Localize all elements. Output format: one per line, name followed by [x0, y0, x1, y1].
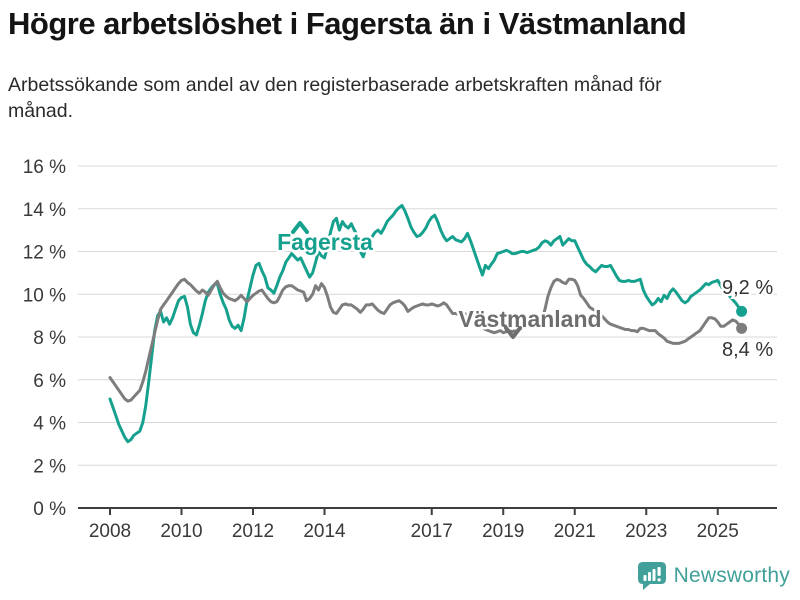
newsworthy-logo: Newsworthy — [636, 560, 790, 592]
x-tick-label: 2010 — [160, 521, 202, 542]
end-value-label-fagersta: 9,2 % — [722, 277, 773, 299]
caret-up-icon — [291, 221, 309, 234]
series-line-v-stmanland — [108, 277, 744, 403]
x-tick-label: 2012 — [232, 521, 274, 542]
gridlines — [78, 165, 777, 509]
y-tick-label: 2 % — [33, 456, 66, 477]
end-value-label-v-stmanland: 8,4 % — [722, 339, 773, 361]
x-tick-label: 2017 — [411, 521, 453, 542]
y-axis-labels: 0 % 2 % 4 % 6 % 8 % 10 % 12 % 14 % 16 % — [23, 157, 66, 520]
y-tick-label: 8 % — [33, 328, 66, 349]
y-tick-label: 14 % — [23, 200, 66, 221]
series-end-dot-v-stmanland — [736, 322, 748, 334]
y-tick-label: 4 % — [33, 414, 66, 435]
series-v-stmanland: Västmanland 8,4 % — [108, 277, 776, 403]
page-title: Högre arbetslöshet i Fagersta än i Västm… — [8, 6, 687, 41]
caret-down-icon — [504, 326, 522, 339]
x-tick-label: 2008 — [89, 521, 131, 542]
y-tick-label: 0 % — [33, 499, 66, 520]
series-end-dot-fagersta — [736, 305, 748, 317]
chart-subtitle: Arbetssökande som andel av den registerb… — [8, 74, 662, 122]
x-tick-label: 2023 — [625, 521, 667, 542]
y-tick-label: 10 % — [23, 285, 66, 306]
newsworthy-logo-icon — [637, 562, 666, 590]
y-tick-label: 12 % — [23, 243, 66, 264]
x-axis: 2008 2010 2012 2014 2017 2019 2021 2023 2025 — [89, 508, 739, 542]
x-tick-label: 2021 — [554, 521, 596, 542]
newsworthy-logo-text: Newsworthy — [673, 564, 790, 587]
x-tick-label: 2019 — [482, 521, 524, 542]
series-label-v-stmanland: Västmanland — [458, 306, 601, 332]
x-tick-label: 2014 — [303, 521, 346, 542]
y-tick-label: 6 % — [33, 371, 66, 392]
x-tick-label: 2025 — [697, 521, 739, 542]
series-line-fagersta — [108, 204, 744, 444]
y-tick-label: 16 % — [23, 157, 66, 178]
